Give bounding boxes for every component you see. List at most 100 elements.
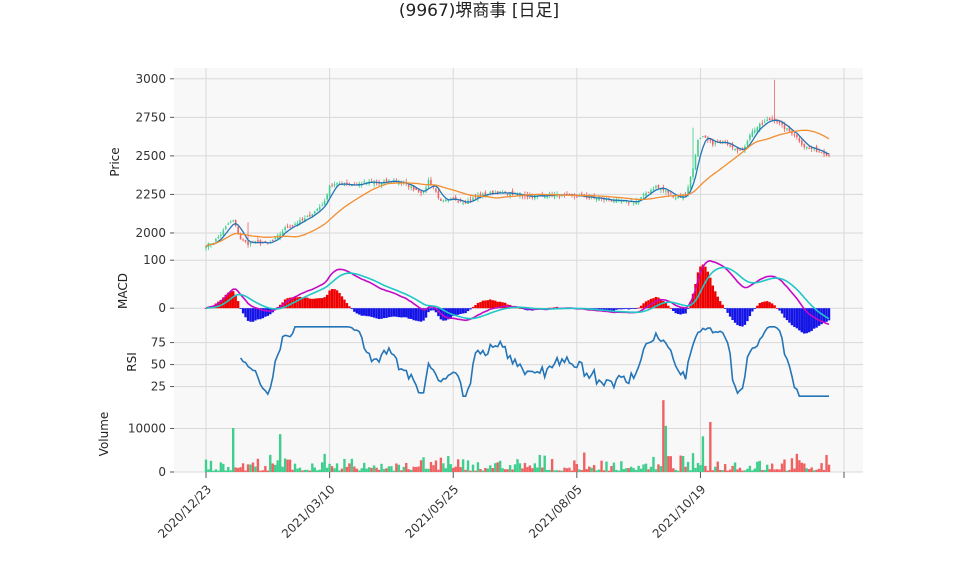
candle-body [652,189,655,191]
macd-histogram-bar [432,308,435,311]
volume-bar [706,470,710,472]
candle-body [667,190,670,194]
volume-bar [553,470,556,472]
volume-bar [236,467,240,472]
macd-histogram-bar [469,308,472,310]
volume-bar [600,460,603,472]
candle-body [306,216,309,218]
volume-bar [568,467,571,472]
chart-title: (9967)堺商事 [日足] [398,1,560,21]
macd-histogram-bar [736,308,739,326]
volume-bar [709,421,712,472]
macd-histogram-bar [456,308,460,315]
volume-bar [595,470,598,472]
candle-body [244,240,247,242]
volume-bar [625,468,628,472]
candle-body [363,181,366,183]
volume-bar [313,467,316,472]
candle-body [257,240,259,242]
macd-histogram-bar [761,302,764,309]
macd-histogram-bar [353,308,356,312]
candle-body [279,234,281,237]
candle-body [449,198,452,200]
macd-histogram-bar [676,308,680,314]
volume-bar [222,463,225,472]
volume-bar [209,460,213,472]
macd-histogram-bar [345,303,349,309]
candle-body [412,185,415,190]
volume-bar [367,467,371,472]
candle-body [763,121,766,123]
candle-body [445,199,447,202]
volume-bar [662,400,665,472]
candle-body [744,146,746,151]
volume-bar [405,462,408,472]
macd-histogram-bar [429,308,433,311]
volume-bar [518,463,522,472]
volume-bar [397,464,401,472]
volume-bar [728,469,732,472]
macd-histogram-bar [783,308,786,318]
volume-bar [741,470,744,472]
candle-body [623,200,625,202]
candle-body [721,141,724,143]
candle-body [798,138,801,142]
candle-body [758,123,761,130]
macd-histogram-bar [674,308,677,314]
macd-histogram-bar [444,308,448,321]
macd-histogram-bar [397,308,401,318]
volume-bar [392,470,396,472]
volume-bar [785,470,789,472]
candle-body [388,180,390,182]
candle-body [810,147,813,149]
volume-bar [217,470,220,472]
candle-body [776,121,778,123]
macd-histogram-bar [350,308,354,310]
macd-histogram-bar [234,294,237,309]
volume-bar [575,464,579,472]
macd-histogram-bar [721,304,724,309]
macd-histogram-bar [479,302,482,309]
macd-histogram-bar [335,290,339,309]
candle-body [568,193,571,195]
volume-bar [810,467,813,472]
volume-bar [746,468,749,472]
candle-body [417,189,420,192]
macd-histogram-bar [788,308,791,323]
macd-histogram-bar [669,307,672,309]
volume-bar [266,470,270,472]
volume-bar [296,468,299,472]
volume-bar [634,470,638,472]
volume-bar [432,465,435,472]
macd-histogram-bar [236,301,240,309]
candle-body [773,118,776,121]
macd-histogram-bar [367,308,371,317]
volume-bar [264,466,267,472]
volume-bar [459,467,462,472]
volume-bar [444,468,448,472]
ytick-label-volume: 10000 [128,421,166,435]
volume-bar [249,464,252,472]
macd-histogram-bar [380,308,383,319]
volume-bar [417,466,420,472]
volume-bar [545,469,549,472]
volume-bar [667,456,670,472]
macd-histogram-bar [256,308,260,320]
macd-histogram-bar [765,301,769,309]
volume-bar [800,462,804,472]
volume-bar [424,468,428,472]
macd-histogram-bar [494,300,497,309]
macd-histogram-bar [392,308,396,317]
candle-body [627,202,630,204]
volume-bar [541,467,544,472]
chart-marks [204,79,831,472]
macd-histogram-bar [795,308,799,329]
volume-bar [380,463,383,472]
volume-bar [592,464,596,472]
candle-body [610,200,613,202]
volume-bar [659,466,663,472]
volume-bar [597,469,601,472]
volume-bar [343,458,346,472]
candle-body [380,182,383,185]
macd-histogram-bar [630,308,633,309]
